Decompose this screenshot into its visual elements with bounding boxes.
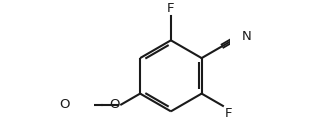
Text: F: F (167, 2, 175, 15)
Text: F: F (225, 107, 233, 120)
Text: N: N (241, 30, 251, 43)
Text: O: O (109, 98, 120, 111)
Text: O: O (59, 98, 69, 111)
